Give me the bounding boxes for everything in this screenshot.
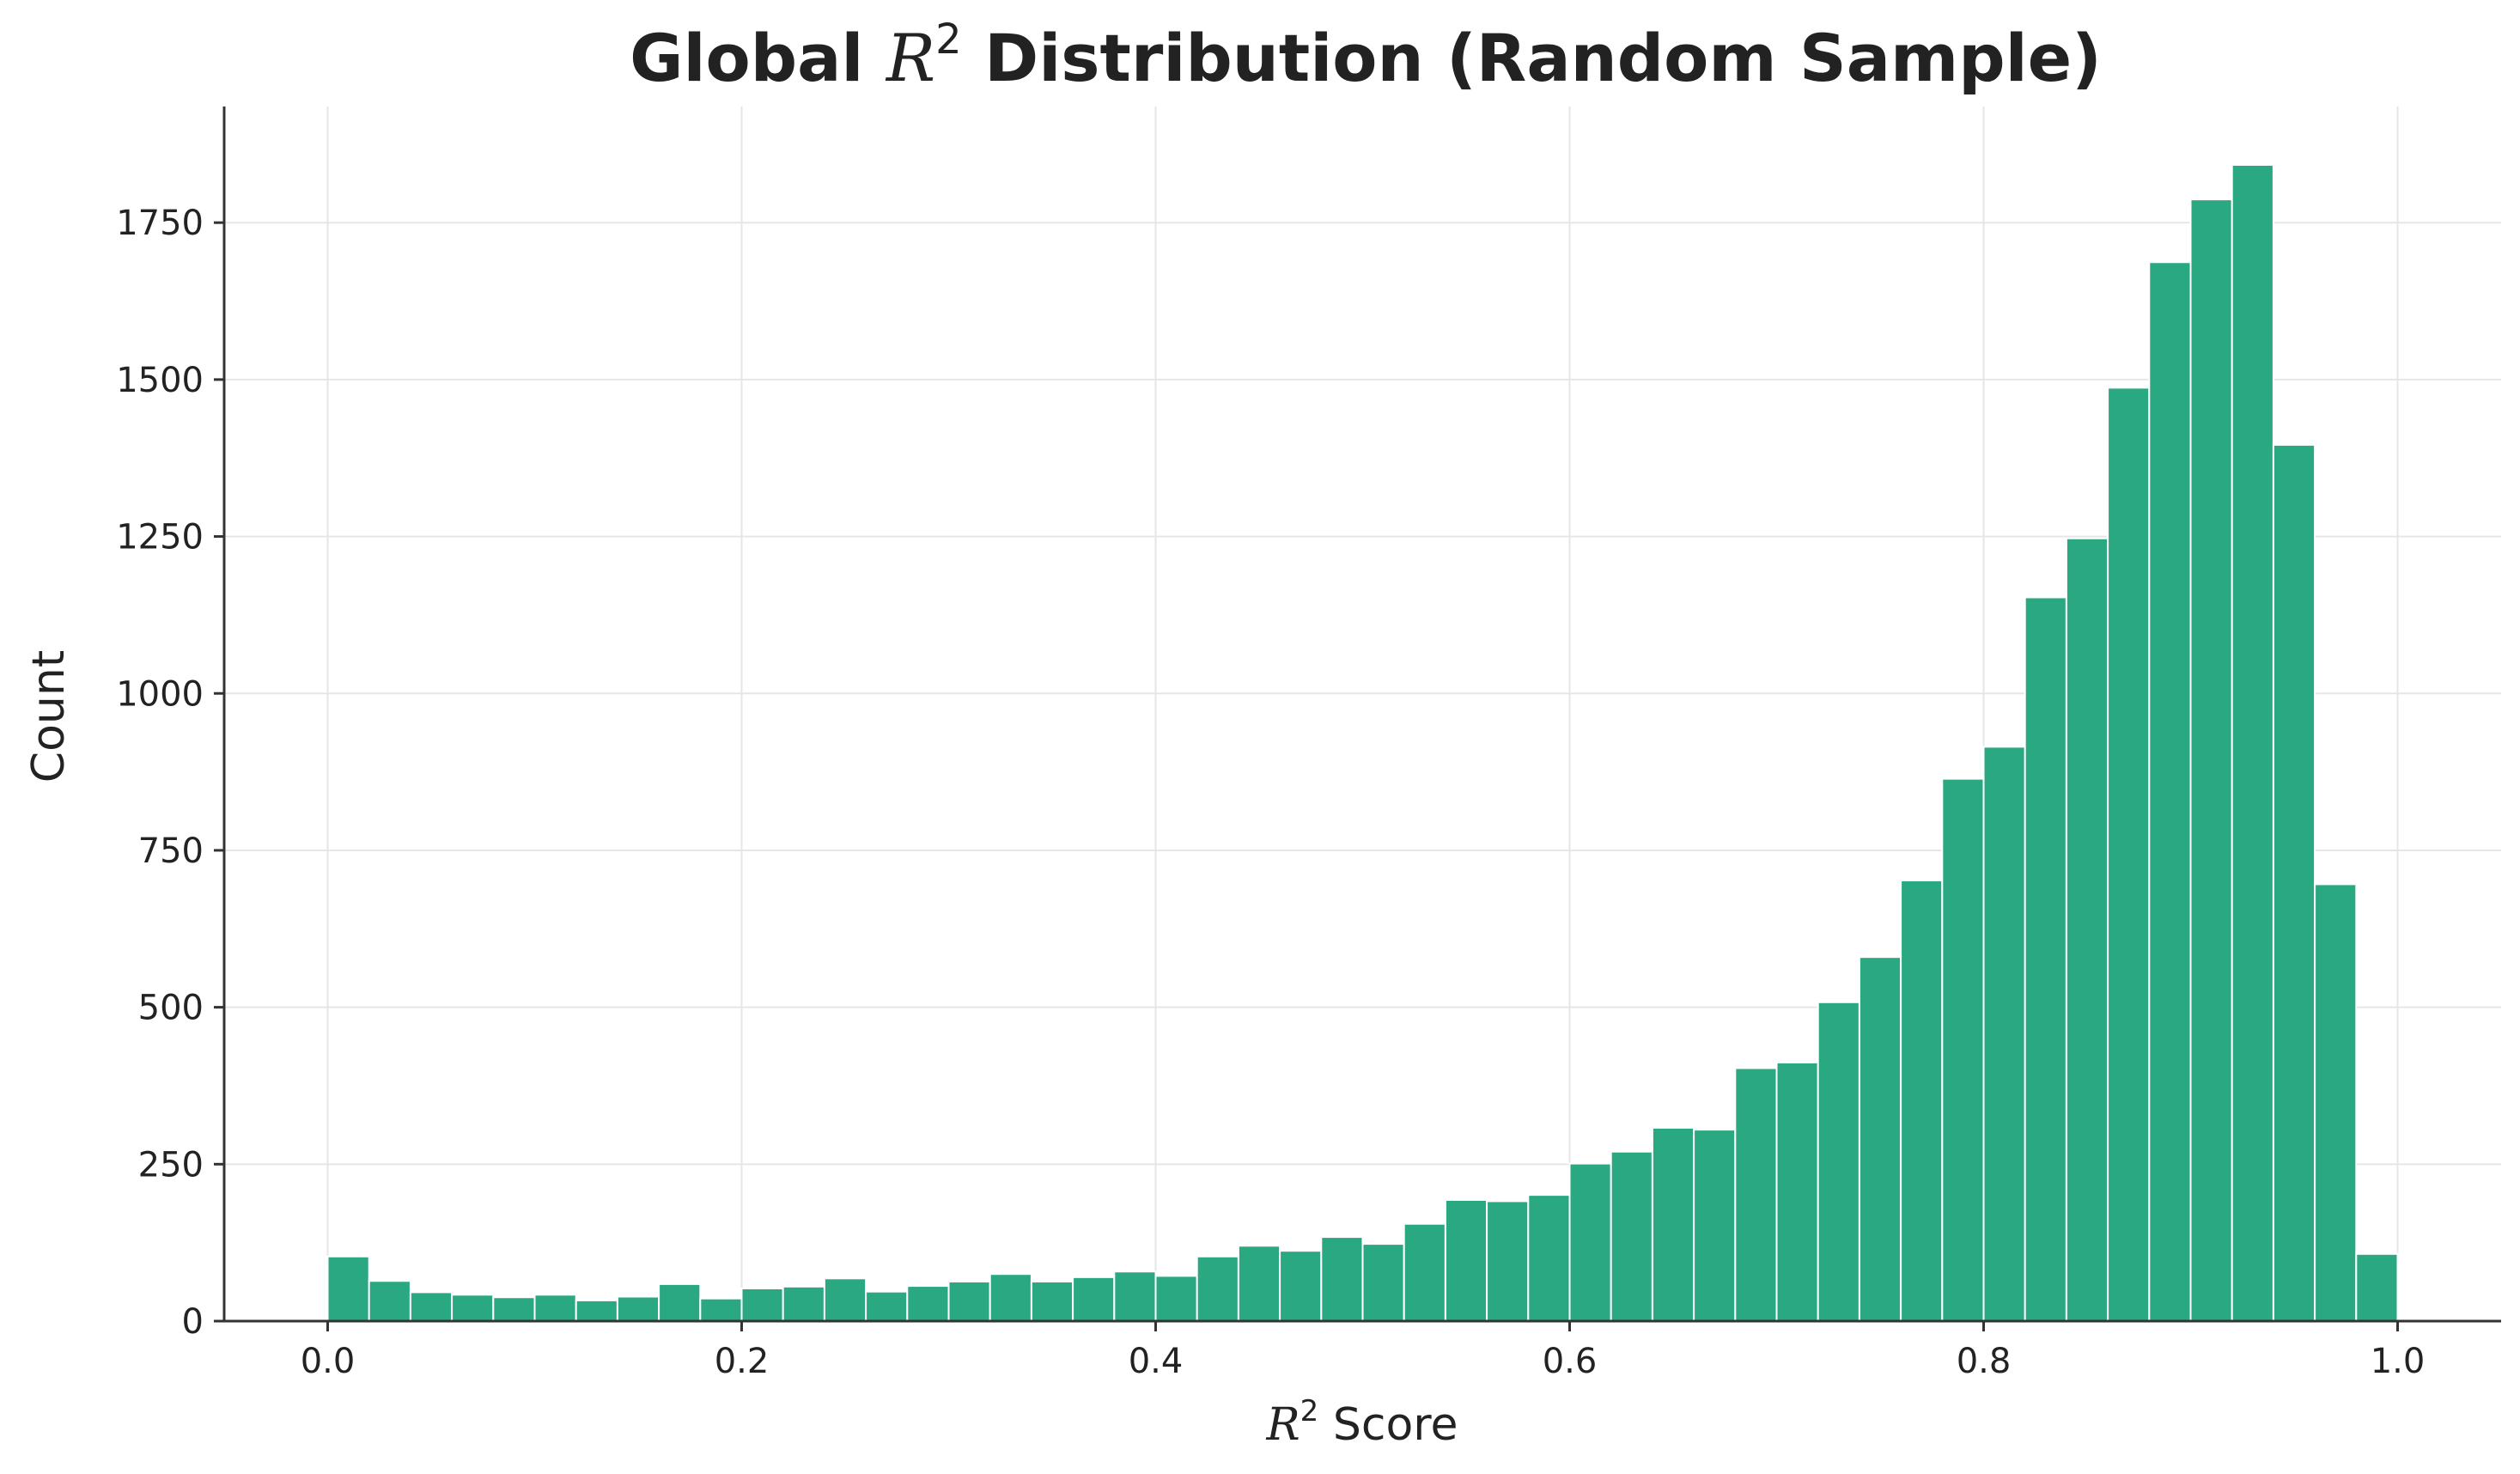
chart-title: Global R2 Distribution (Random Sample)	[630, 15, 2102, 96]
x-axis-label-superscript: 2	[1300, 1394, 1319, 1428]
histogram-bar	[782, 1285, 825, 1323]
y-tick-label: 1500	[116, 361, 204, 400]
histogram-bar	[865, 1290, 909, 1323]
chart-title-symbol: R	[885, 20, 935, 96]
histogram-bar	[2148, 261, 2192, 1322]
histogram-bar	[1030, 1280, 1074, 1322]
histogram-bar	[533, 1294, 577, 1322]
histogram-bar	[1113, 1270, 1157, 1322]
histogram-bar	[1775, 1061, 1819, 1322]
histogram-bar	[326, 1255, 370, 1322]
histogram-bar	[1154, 1275, 1198, 1322]
histogram-bar	[616, 1295, 660, 1322]
histogram-bar	[1279, 1250, 1323, 1323]
histogram-bar	[947, 1280, 991, 1322]
histogram-bar	[1610, 1150, 1653, 1322]
histogram-bar	[1982, 746, 2026, 1322]
y-tick-label: 750	[138, 831, 204, 871]
histogram-bar	[1237, 1245, 1281, 1322]
histogram-bar	[492, 1296, 536, 1323]
histogram-bar	[1693, 1129, 1737, 1323]
histogram-bar	[1444, 1198, 1488, 1322]
histogram-bar	[989, 1273, 1032, 1323]
histogram-bars	[326, 163, 2399, 1323]
histogram-bar	[2107, 387, 2151, 1322]
x-axis-label: R2 Score	[1266, 1394, 1458, 1451]
y-ticks: 0 250 500 750 1000 1250 1500 1750	[116, 204, 224, 1342]
chart-title-suffix: Distribution (Random Sample)	[962, 20, 2102, 96]
histogram-bar	[2314, 883, 2358, 1322]
histogram-bar	[1361, 1243, 1405, 1322]
histogram-bar	[1403, 1222, 1446, 1323]
histogram-bar	[2355, 1252, 2399, 1322]
histogram-bar	[575, 1299, 618, 1322]
histogram-bar	[2065, 537, 2109, 1322]
chart-title-prefix: Global	[630, 20, 886, 96]
y-tick-label: 1000	[116, 674, 204, 714]
x-tick-label: 0.6	[1543, 1342, 1598, 1381]
histogram-bar	[1651, 1126, 1695, 1322]
x-tick-label: 0.4	[1129, 1342, 1184, 1381]
histogram-bar	[2231, 163, 2274, 1322]
histogram-bar	[2272, 443, 2316, 1322]
histogram-bar	[1941, 777, 1985, 1322]
x-tick-label: 0.8	[1957, 1342, 2012, 1381]
histogram-bar	[1900, 880, 1944, 1322]
histogram-bar	[1527, 1194, 1571, 1322]
x-ticks: 0.0 0.2 0.4 0.6 0.8 1.0	[301, 1321, 2426, 1381]
y-tick-label: 1250	[116, 518, 204, 557]
histogram-bar	[1486, 1200, 1530, 1322]
axis-spines	[222, 107, 2501, 1323]
histogram-bar	[1817, 1001, 1860, 1322]
histogram-bar	[1568, 1162, 1612, 1322]
histogram-bar	[368, 1280, 411, 1323]
histogram-bar	[409, 1291, 453, 1322]
histogram-bar	[740, 1288, 784, 1322]
y-axis-label: Count	[23, 650, 75, 783]
histogram-bar	[699, 1297, 743, 1322]
x-tick-label: 1.0	[2371, 1342, 2426, 1381]
x-axis-label-symbol: R	[1266, 1399, 1300, 1451]
x-axis-label-suffix: Score	[1318, 1399, 1458, 1451]
x-tick-label: 0.2	[715, 1342, 770, 1381]
histogram-bar	[1734, 1067, 1778, 1323]
chart-title-superscript: 2	[935, 15, 962, 64]
histogram-bar	[2024, 596, 2067, 1322]
y-tick-label: 1750	[116, 204, 204, 243]
histogram-bar	[2189, 198, 2233, 1323]
y-tick-label: 250	[138, 1145, 204, 1185]
histogram-bar	[1196, 1255, 1239, 1322]
histogram-bar	[1320, 1236, 1364, 1322]
histogram-bar	[1858, 956, 1902, 1323]
histogram-bar	[823, 1277, 867, 1323]
x-tick-label: 0.0	[301, 1342, 356, 1381]
histogram-bar	[1072, 1276, 1116, 1322]
y-tick-label: 0	[182, 1302, 204, 1342]
histogram-bar	[906, 1285, 950, 1322]
histogram-bar	[658, 1282, 702, 1322]
y-tick-label: 500	[138, 989, 204, 1028]
histogram-bar	[451, 1294, 495, 1322]
